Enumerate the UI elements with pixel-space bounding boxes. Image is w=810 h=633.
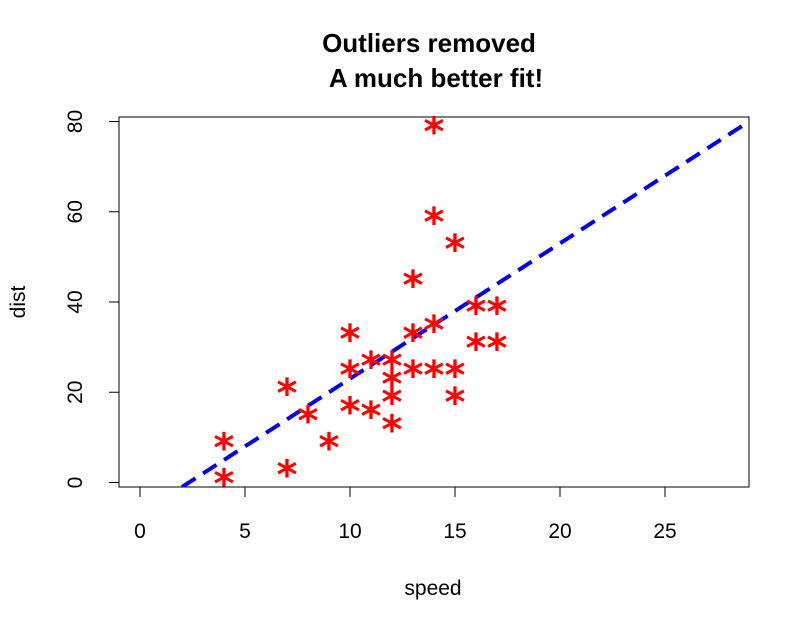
data-point: * [487,326,508,372]
x-tick-label: 0 [134,520,146,543]
chart-title-line-2: A much better fit! [329,63,543,93]
x-axis-label: speed [404,577,461,600]
data-point: * [298,398,319,444]
chart-title-line-1: Outliers removed [322,28,536,58]
data-point: * [466,326,487,372]
x-tick-label: 25 [653,520,676,543]
data-point: * [382,344,403,390]
y-tick-label: 20 [64,381,87,404]
data-point: * [340,353,361,399]
data-point: * [466,290,487,336]
x-tick-label: 15 [443,520,466,543]
data-point: * [277,371,298,417]
data-point: * [445,353,466,399]
y-axis-label: dist [7,285,30,318]
data-points: *************** ************** [214,110,508,508]
y-tick-label: 80 [64,110,87,133]
data-point: * [403,317,424,363]
x-axis: 0 5 10 15 20 25 [134,486,677,543]
data-point: * [424,200,445,246]
data-point: * [424,308,445,354]
y-tick-label: 0 [64,477,87,489]
data-point: * [382,407,403,453]
y-axis: 0 20 40 60 80 [64,110,120,489]
data-point: * [277,452,298,498]
data-point: * [403,353,424,399]
data-point: * [445,380,466,426]
data-point: * [445,227,466,273]
data-point: * [361,344,382,390]
data-point: * [214,425,235,471]
data-point: * [340,389,361,435]
x-tick-label: 5 [239,520,251,543]
regression-fit-line [178,119,749,487]
data-point: * [361,394,382,440]
y-tick-label: 60 [64,200,87,223]
data-point: * [424,353,445,399]
x-tick-label: 20 [548,520,571,543]
data-point: * [340,317,361,363]
data-point: * [382,380,403,426]
data-point: * [403,263,424,309]
data-point: * [214,461,235,507]
data-point: * [487,290,508,336]
x-tick-label: 10 [338,520,361,543]
data-point: * [382,362,403,408]
data-point: * [319,425,340,471]
data-point: * [424,110,445,156]
y-tick-label: 40 [64,290,87,313]
